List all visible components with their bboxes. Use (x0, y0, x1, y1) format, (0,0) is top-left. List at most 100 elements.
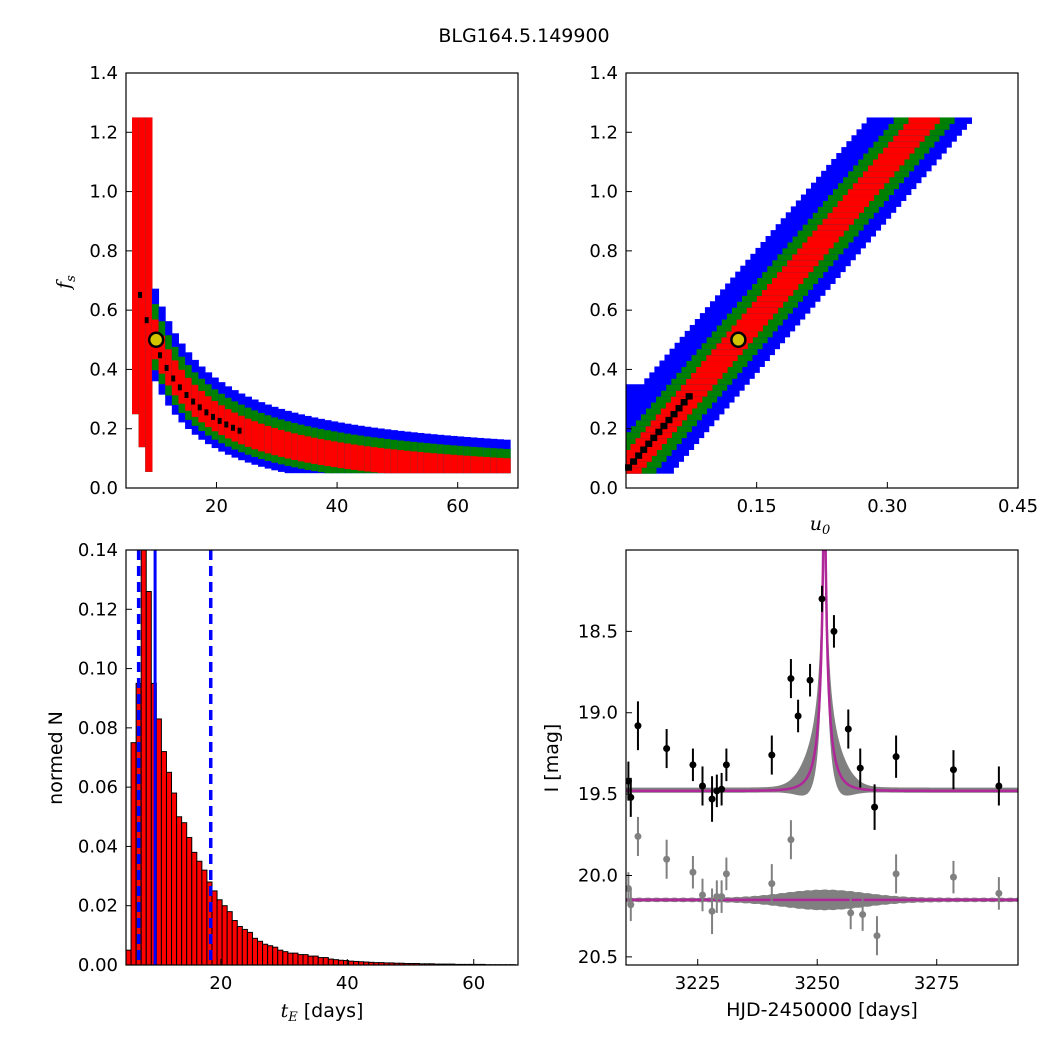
density-cell (691, 372, 723, 379)
density-cell (470, 456, 478, 474)
residual-point (722, 870, 730, 878)
histogram-bar (282, 951, 289, 965)
residual-point (698, 891, 706, 899)
histogram-bar (251, 937, 259, 965)
data-point (634, 722, 642, 730)
density-cell (430, 453, 438, 474)
y-tick-label: 0.00 (78, 955, 118, 976)
histogram-bar (262, 943, 269, 965)
density-core-cell (230, 424, 235, 431)
density-cell (218, 405, 226, 436)
density-cell (878, 153, 910, 160)
residual-point (689, 868, 697, 876)
density-cell (337, 442, 345, 469)
data-point (722, 761, 730, 769)
density-core-cell (680, 399, 688, 406)
y-axis-label: normed N (45, 711, 67, 805)
density-cell (317, 439, 325, 466)
density-core-cell (197, 404, 202, 411)
density-cell (410, 451, 418, 474)
data-point (794, 712, 802, 720)
histogram-bar (130, 742, 137, 965)
density-cell (231, 412, 239, 442)
y-tick-label: 18.5 (578, 621, 618, 642)
histogram-bar (126, 949, 132, 965)
density-core-cell (635, 452, 643, 459)
density-cell (503, 458, 511, 474)
density-cell (908, 117, 940, 124)
histogram-bar (176, 816, 183, 965)
density-cell (736, 319, 768, 326)
density-cell (138, 117, 146, 448)
histogram-bar (246, 931, 253, 965)
y-tick-label: 19.5 (578, 784, 618, 805)
x-tick-label: 0.30 (867, 496, 907, 517)
density-cell (185, 377, 193, 411)
y-tick-label: 0.14 (78, 540, 118, 561)
y-tick-label: 0.02 (78, 896, 118, 917)
histogram-bar (171, 792, 178, 965)
density-cell (862, 170, 895, 178)
density-cell (258, 423, 266, 452)
density-cell (787, 259, 819, 267)
density-cell (706, 354, 738, 362)
density-core-cell (191, 398, 196, 405)
density-cell (490, 457, 498, 474)
density-core-cell (640, 446, 648, 453)
y-tick-label: 20.0 (578, 865, 618, 886)
density-cell (711, 348, 743, 356)
histogram-bar (191, 851, 198, 965)
data-point (718, 785, 726, 793)
density-cell (817, 224, 849, 231)
data-point (627, 793, 635, 801)
y-tick-label: 0.4 (89, 359, 118, 380)
density-core-cell (217, 417, 222, 424)
histogram-bar (327, 958, 334, 965)
x-axis-label: tE [days] (281, 1000, 364, 1025)
histogram-bar (272, 946, 279, 965)
residual-point (663, 855, 671, 863)
histogram-bar (322, 957, 329, 965)
y-tick-label: 19.0 (578, 703, 618, 724)
data-point (663, 745, 671, 753)
density-cell (496, 457, 505, 474)
density-cell (888, 141, 920, 148)
y-tick-label: 0.6 (89, 300, 118, 321)
density-core-cell (625, 464, 633, 471)
density-cell (277, 429, 286, 457)
histogram-bar (226, 911, 233, 965)
density-cell (390, 449, 398, 474)
density-core-cell (157, 352, 162, 359)
y-axis-label: fs (53, 275, 79, 291)
density-cell (751, 301, 784, 308)
density-cell (822, 218, 854, 225)
y-tick-label: 0.6 (589, 300, 618, 321)
density-cell (311, 437, 319, 464)
y-tick-label: 0.06 (78, 777, 118, 798)
density-cell (681, 384, 713, 391)
histogram-bar (231, 920, 238, 965)
x-axis-label: u0 (810, 513, 831, 538)
residual-point (847, 909, 855, 917)
axes-frame (625, 549, 1019, 966)
histogram-bar (317, 957, 324, 965)
density-cell (304, 436, 312, 463)
histogram-bar (307, 955, 314, 965)
model-curve (626, 550, 1018, 793)
histogram-bar (297, 954, 304, 965)
residual-point (892, 870, 900, 878)
panel-lightcurve: 3225 3250 3275 18.5 19.0 19.5 20.0 20.5 HJD-2450… (541, 549, 1019, 1021)
density-cell (397, 450, 405, 474)
density-cell (291, 433, 299, 460)
density-cell (178, 369, 186, 404)
density-cell (792, 253, 824, 261)
density-cell (198, 390, 206, 423)
data-point (768, 751, 776, 759)
histogram-bar (196, 860, 203, 965)
residual-point (768, 880, 776, 888)
residual-point (718, 893, 726, 901)
y-tick-label: 0.2 (89, 419, 118, 440)
density-cell (842, 194, 875, 201)
residual-point (708, 907, 716, 915)
density-cell (364, 446, 372, 472)
